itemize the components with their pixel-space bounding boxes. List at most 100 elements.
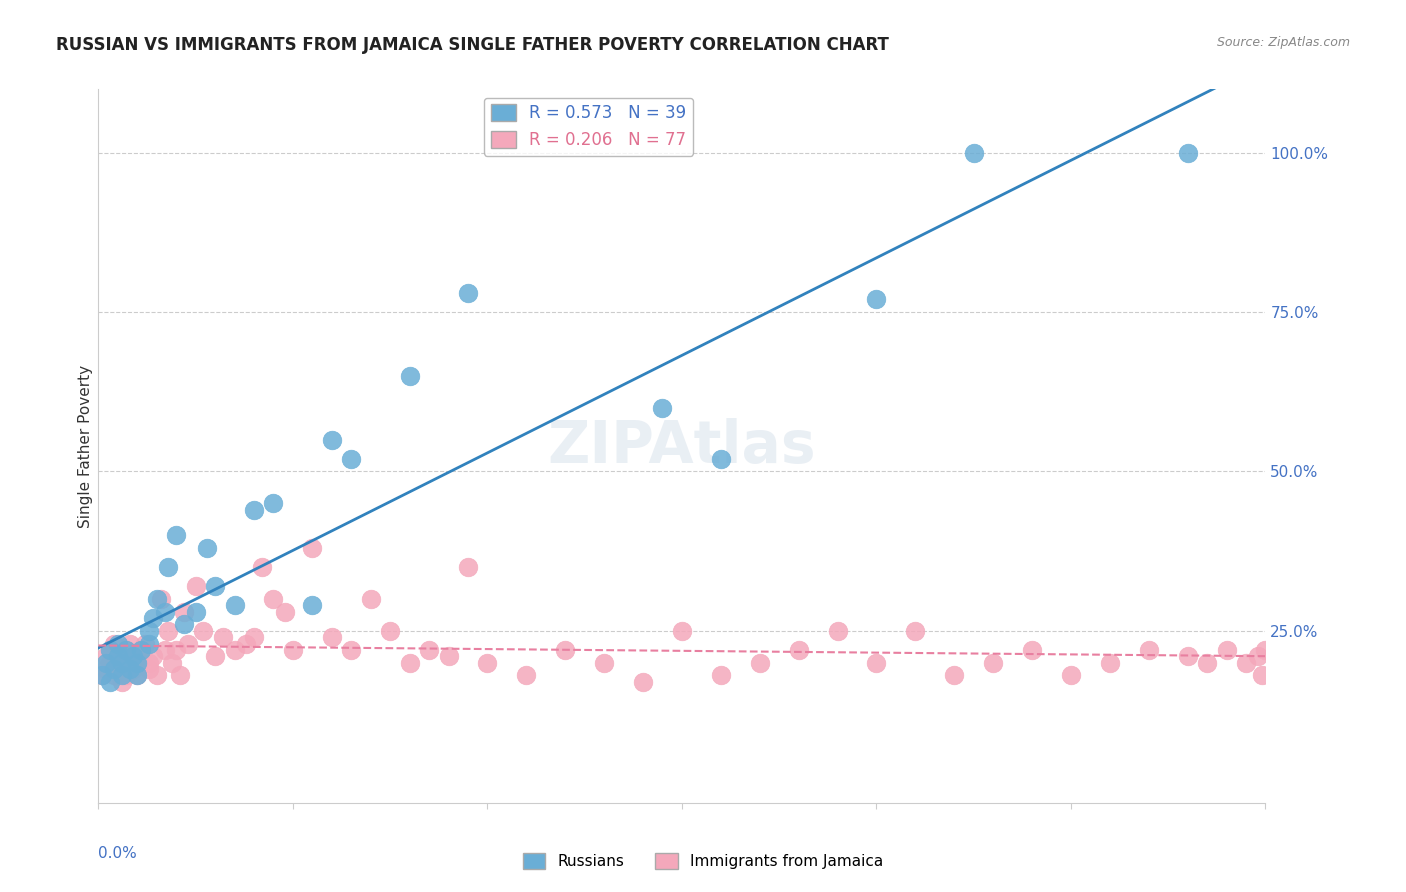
Point (398, 368, 420, 383)
Point (981, 656, 1004, 670)
Point (134, 636, 156, 650)
Point (96, 656, 118, 670)
Point (142, 611, 165, 625)
Point (103, 668, 125, 682)
Point (378, 624, 402, 638)
Point (173, 617, 195, 632)
Point (1234, 656, 1257, 670)
Point (114, 668, 136, 682)
Point (98, 643, 121, 657)
Point (149, 591, 172, 606)
Point (129, 643, 152, 657)
Point (1215, 643, 1237, 657)
Text: 0.0%: 0.0% (98, 846, 138, 861)
Legend: Russians, Immigrants from Jamaica: Russians, Immigrants from Jamaica (516, 847, 890, 875)
Point (904, 624, 927, 638)
Point (827, 624, 849, 638)
Point (103, 662, 125, 676)
Point (671, 624, 693, 638)
Point (138, 636, 160, 650)
Point (193, 624, 215, 638)
Point (281, 643, 304, 657)
Point (457, 560, 479, 574)
Point (195, 541, 218, 555)
Point (98, 674, 121, 689)
Point (243, 502, 266, 516)
Point (787, 643, 810, 657)
Point (865, 656, 887, 670)
Point (173, 605, 195, 619)
Point (114, 643, 136, 657)
Point (477, 656, 499, 670)
Point (177, 636, 200, 650)
Point (107, 662, 129, 676)
Point (710, 451, 733, 466)
Point (96, 649, 118, 664)
Point (114, 643, 136, 657)
Point (103, 636, 125, 650)
Point (153, 605, 176, 619)
Legend: R = 0.573   N = 39, R = 0.206   N = 77: R = 0.573 N = 39, R = 0.206 N = 77 (484, 97, 693, 155)
Point (127, 668, 149, 682)
Point (1060, 668, 1083, 682)
Point (1177, 649, 1199, 664)
Point (1021, 643, 1043, 657)
Point (340, 643, 363, 657)
Point (224, 599, 246, 613)
Point (157, 560, 180, 574)
Point (554, 643, 576, 657)
Point (301, 541, 323, 555)
Point (1137, 643, 1160, 657)
Point (122, 662, 145, 676)
Point (710, 668, 733, 682)
Point (162, 656, 184, 670)
Point (437, 649, 460, 664)
Point (146, 668, 169, 682)
Point (96, 662, 118, 676)
Point (98, 656, 121, 670)
Point (224, 643, 246, 657)
Point (138, 656, 160, 670)
Point (301, 599, 323, 613)
Point (631, 674, 654, 689)
Point (340, 451, 363, 466)
Point (321, 433, 343, 447)
Point (153, 643, 176, 657)
Point (142, 649, 165, 664)
Point (235, 636, 257, 650)
Point (107, 649, 129, 664)
Point (515, 668, 537, 682)
Point (111, 656, 134, 670)
Point (146, 591, 169, 606)
Point (398, 656, 420, 670)
Point (111, 668, 134, 682)
Point (118, 662, 141, 676)
Point (1195, 656, 1218, 670)
Point (127, 656, 149, 670)
Point (1254, 643, 1277, 657)
Point (962, 145, 984, 160)
Point (122, 649, 145, 664)
Point (212, 630, 235, 644)
Point (262, 496, 284, 510)
Point (98, 643, 121, 657)
Point (184, 579, 207, 593)
Point (593, 656, 616, 670)
Point (748, 656, 770, 670)
Point (457, 286, 479, 301)
Point (111, 656, 134, 670)
Point (111, 674, 134, 689)
Point (165, 643, 187, 657)
Point (91, 668, 114, 682)
Point (165, 528, 187, 542)
Point (1246, 649, 1268, 664)
Text: Source: ZipAtlas.com: Source: ZipAtlas.com (1216, 36, 1350, 49)
Text: ZIPAtlas: ZIPAtlas (547, 417, 817, 475)
Point (127, 668, 149, 682)
Point (1098, 656, 1121, 670)
Point (127, 649, 149, 664)
Point (184, 605, 207, 619)
Point (129, 643, 152, 657)
Text: RUSSIAN VS IMMIGRANTS FROM JAMAICA SINGLE FATHER POVERTY CORRELATION CHART: RUSSIAN VS IMMIGRANTS FROM JAMAICA SINGL… (56, 36, 889, 54)
Point (118, 636, 141, 650)
